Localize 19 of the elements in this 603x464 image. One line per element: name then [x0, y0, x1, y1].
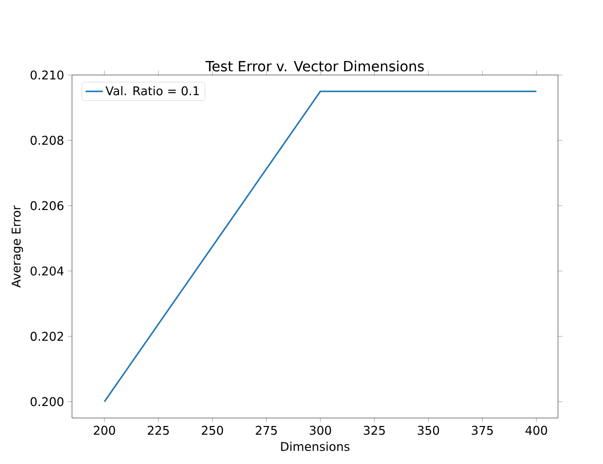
x-axis-title: Dimensions: [281, 442, 350, 452]
x-tick-label: 200: [94, 426, 116, 435]
y-tick-label: 0.204: [30, 266, 64, 276]
x-tick-label: 350: [418, 426, 440, 435]
y-tick-label: 0.206: [30, 201, 64, 210]
y-tick-label: 0.202: [30, 332, 63, 341]
chart-title: Test Error v. Vector Dimensions: [205, 60, 424, 72]
legend-label: Val. Ratio = 0.1: [106, 86, 199, 96]
y-axis-title: Average Error: [12, 205, 23, 288]
x-tick-label: 275: [256, 426, 277, 435]
x-tick-label: 225: [148, 426, 169, 435]
y-tick-label: 0.208: [30, 136, 64, 145]
y-tick-label: 0.200: [30, 397, 64, 406]
x-tick-label: 400: [526, 426, 548, 435]
x-tick-label: 250: [202, 426, 224, 435]
x-tick-label: 325: [364, 426, 385, 435]
x-tick-label: 300: [310, 426, 332, 435]
x-tick-label: 375: [472, 426, 493, 435]
y-tick-label: 0.210: [30, 70, 64, 80]
